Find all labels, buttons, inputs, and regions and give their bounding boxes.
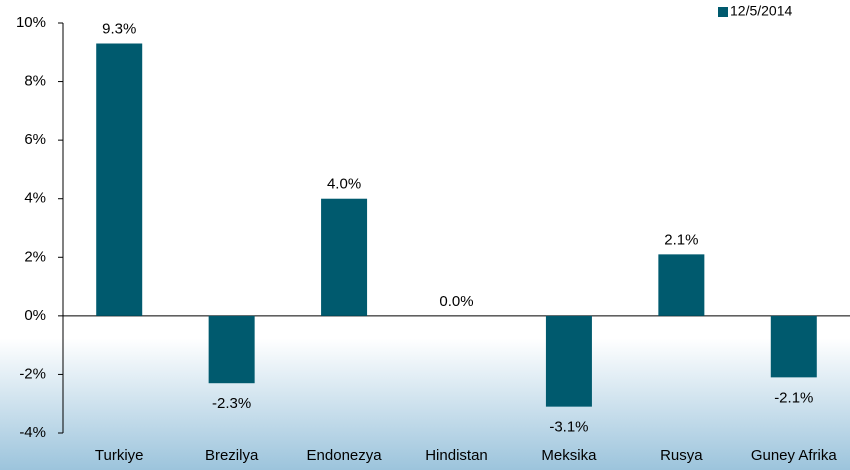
y-tick-label: 0%: [24, 307, 46, 324]
y-tick-label: 4%: [24, 190, 46, 207]
value-label: 4.0%: [327, 176, 361, 193]
value-label: 9.3%: [102, 20, 136, 37]
x-tick-label: Turkiye: [95, 447, 144, 464]
x-tick-label: Rusya: [660, 447, 703, 464]
legend-swatch: [718, 7, 728, 17]
y-tick-label: 6%: [24, 131, 46, 148]
x-tick-label: Hindistan: [425, 447, 488, 464]
y-tick-label: -4%: [19, 424, 46, 441]
value-label: -2.1%: [774, 389, 813, 406]
bar: [208, 315, 255, 384]
legend-label: 12/5/2014: [730, 3, 792, 19]
bar: [321, 198, 368, 316]
x-tick-label: Meksika: [541, 447, 597, 464]
y-tick-label: 2%: [24, 248, 46, 265]
x-tick-label: Brezilya: [205, 447, 259, 464]
y-tick-label: 10%: [16, 14, 46, 31]
bar: [545, 315, 592, 407]
y-tick-label: -2%: [19, 365, 46, 382]
bar: [96, 43, 143, 316]
x-tick-label: Guney Afrika: [751, 447, 838, 464]
y-tick-label: 8%: [24, 73, 46, 90]
value-label: -2.3%: [212, 395, 251, 412]
value-label: 0.0%: [439, 293, 473, 310]
bar: [770, 315, 817, 378]
value-label: -3.1%: [549, 419, 588, 436]
value-label: 2.1%: [664, 231, 698, 248]
bar: [658, 254, 705, 316]
x-tick-label: Endonezya: [307, 447, 383, 464]
